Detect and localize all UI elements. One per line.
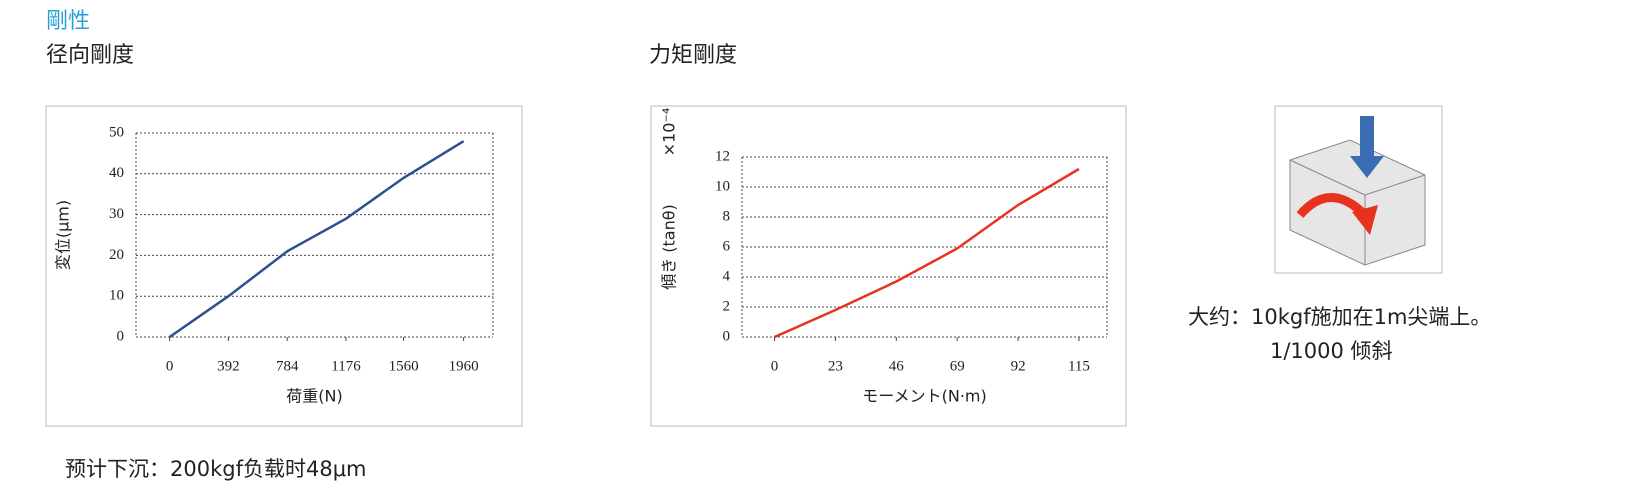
x-tick-label: 115 xyxy=(1068,358,1090,374)
y-tick-label: 6 xyxy=(723,238,731,254)
y-tick-label: 30 xyxy=(109,206,124,222)
y-axis-title: 傾き (tanθ) xyxy=(660,204,679,290)
x-tick-label: 46 xyxy=(889,358,905,374)
y-axis-unit: ×10⁻⁴ xyxy=(660,108,679,157)
x-tick-label: 392 xyxy=(217,358,240,374)
y-tick-label: 0 xyxy=(117,328,125,344)
note: 1/1000 倾斜 xyxy=(1270,339,1393,363)
x-tick-label: 0 xyxy=(771,358,779,374)
x-tick-label: 69 xyxy=(950,358,965,374)
y-tick-label: 2 xyxy=(723,298,731,314)
x-tick-label: 0 xyxy=(166,358,174,374)
x-tick-label: 784 xyxy=(276,358,299,374)
chart-frame xyxy=(45,105,523,427)
y-axis-title: 変位(μm) xyxy=(54,200,73,270)
x-tick-label: 1176 xyxy=(331,358,361,374)
heading: 力矩剛度 xyxy=(649,43,737,68)
section-title: 剛性 xyxy=(46,9,90,34)
chart-frame xyxy=(650,105,1127,427)
y-tick-label: 10 xyxy=(109,288,124,304)
note: 大约：10kgf施加在1m尖端上。 xyxy=(1188,305,1491,329)
x-tick-label: 23 xyxy=(828,358,843,374)
x-axis-title: モーメント(N·m) xyxy=(862,387,987,406)
y-tick-label: 0 xyxy=(723,328,731,344)
heading: 径向剛度 xyxy=(46,43,134,68)
y-tick-label: 4 xyxy=(723,268,731,284)
data-line xyxy=(774,167,1080,339)
data-line xyxy=(168,140,465,339)
y-tick-label: 12 xyxy=(715,148,730,164)
y-tick-label: 40 xyxy=(109,165,124,181)
y-tick-label: 50 xyxy=(109,124,124,140)
illustration xyxy=(1274,105,1443,274)
y-tick-label: 8 xyxy=(723,208,731,224)
note: 预计下沉：200kgf负载时48μm xyxy=(65,457,367,481)
y-tick-label: 10 xyxy=(715,178,730,194)
x-tick-label: 1960 xyxy=(449,358,479,374)
x-axis-title: 荷重(N) xyxy=(286,387,342,406)
y-tick-label: 20 xyxy=(109,247,124,263)
x-tick-label: 1560 xyxy=(389,358,419,374)
x-tick-label: 92 xyxy=(1011,358,1026,374)
